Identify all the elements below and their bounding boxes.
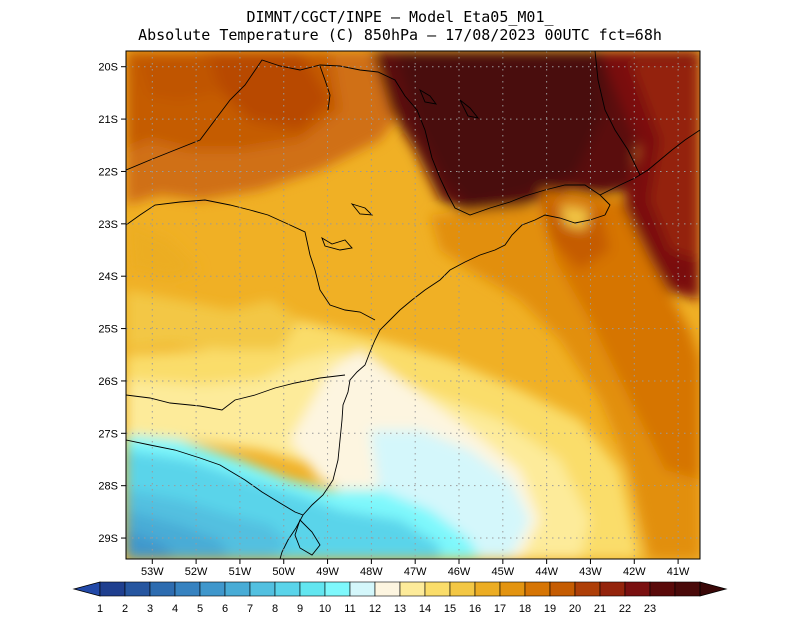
chart-subtitle: Absolute Temperature (C) 850hPa — 17/08/… <box>138 26 662 44</box>
lon-tick-label: 53W <box>141 566 164 578</box>
colorbar-label: 20 <box>569 603 581 615</box>
colorbar-swatch <box>549 581 576 597</box>
colorbar-swatch <box>574 581 601 597</box>
lon-tick-label: 44W <box>535 566 558 578</box>
state-border-sp-pr <box>126 199 376 321</box>
colorbar-label: 16 <box>469 603 481 615</box>
colorbar-swatch <box>124 581 151 597</box>
lon-tick-label: 45W <box>492 566 515 578</box>
colorbar-swatch <box>524 581 551 597</box>
colorbar-under-arrow <box>72 581 101 597</box>
lat-tick-label: 27S <box>98 428 118 440</box>
colorbar-label: 22 <box>619 603 631 615</box>
colorbar-swatch <box>299 581 326 597</box>
colorbar-swatch <box>349 581 376 597</box>
lon-tick-label: 52W <box>185 566 208 578</box>
colorbar-swatch <box>224 581 251 597</box>
lon-tick-label: 48W <box>360 566 383 578</box>
colorbar-label: 8 <box>272 603 278 615</box>
colorbar-label: 14 <box>419 603 431 615</box>
reservoir-lake <box>321 236 353 251</box>
lat-tick-label: 28S <box>98 481 118 493</box>
lagoon-patos <box>294 519 321 556</box>
colorbar: 1 2 3 4 5 6 7 8 9 10 11 12 13 14 15 16 17 18 19 20 21 22 23 <box>72 581 728 615</box>
state-border-mg-es <box>594 51 641 176</box>
lat-tick-label: 21S <box>98 114 118 126</box>
colorbar-label: 9 <box>297 603 303 615</box>
lon-tick-label: 49W <box>316 566 339 578</box>
lat-tick-label: 22S <box>98 166 118 178</box>
state-border-pr-sc <box>126 374 346 411</box>
lon-tick-label: 42W <box>623 566 646 578</box>
latitude-axis: 20S 21S 22S 23S 24S 25S 26S 27S 28S 29S <box>98 62 126 545</box>
lon-tick-label: 51W <box>229 566 252 578</box>
state-border-rj-es <box>599 129 700 196</box>
state-border-sc-rs <box>126 439 304 516</box>
colorbar-label: 23 <box>644 603 656 615</box>
longitude-axis: 53W 52W 51W 50W 49W 48W 47W 46W 45W 44W 43W 42W 41W <box>141 559 690 578</box>
colorbar-swatch <box>499 581 526 597</box>
lon-tick-label: 46W <box>448 566 471 578</box>
lat-tick-label: 24S <box>98 271 118 283</box>
colorbar-label: 12 <box>369 603 381 615</box>
colorbar-swatch <box>249 581 276 597</box>
colorbar-swatch <box>474 581 501 597</box>
colorbar-swatch <box>674 581 701 597</box>
lon-tick-label: 50W <box>272 566 295 578</box>
colorbar-label: 13 <box>394 603 406 615</box>
reservoir-lake-2 <box>350 203 374 216</box>
colorbar-swatch <box>449 581 476 597</box>
lon-tick-label: 43W <box>579 566 602 578</box>
colorbar-label: 18 <box>519 603 531 615</box>
colorbar-label: 4 <box>172 603 178 615</box>
colorbar-label: 11 <box>344 603 355 615</box>
map-frame <box>125 50 701 560</box>
colorbar-over-arrow <box>699 581 728 597</box>
colorbar-label: 7 <box>247 603 253 615</box>
colorbar-swatch <box>149 581 176 597</box>
lat-tick-label: 20S <box>98 62 118 74</box>
graticule <box>126 51 700 559</box>
colorbar-label: 5 <box>197 603 203 615</box>
colorbar-swatch <box>399 581 426 597</box>
lat-tick-label: 23S <box>98 219 118 231</box>
chart-title: DIMNT/CGCT/INPE — Model Eta05_M01_ <box>246 8 554 26</box>
colorbar-label: 3 <box>147 603 153 615</box>
state-border-mg <box>126 59 611 216</box>
colorbar-label: 21 <box>594 603 606 615</box>
colorbar-swatch <box>624 581 651 597</box>
colorbar-label: 2 <box>122 603 128 615</box>
colorbar-swatch <box>374 581 401 597</box>
lat-tick-label: 26S <box>98 376 118 388</box>
colorbar-label: 6 <box>222 603 228 615</box>
colorbar-swatch <box>174 581 201 597</box>
reservoir-lake-4 <box>459 99 480 119</box>
colorbar-swatch <box>99 581 126 597</box>
colorbar-swatch <box>424 581 451 597</box>
lon-tick-label: 41W <box>667 566 690 578</box>
political-borders <box>126 51 700 559</box>
colorbar-swatch <box>199 581 226 597</box>
colorbar-swatch <box>649 581 676 597</box>
coastline <box>279 214 606 559</box>
colorbar-label: 10 <box>319 603 331 615</box>
colorbar-swatch <box>274 581 301 597</box>
colorbar-swatch <box>599 581 626 597</box>
lat-tick-label: 29S <box>98 533 118 545</box>
lon-tick-label: 47W <box>404 566 427 578</box>
colorbar-swatch <box>324 581 351 597</box>
lat-tick-label: 25S <box>98 324 118 336</box>
colorbar-label: 15 <box>444 603 456 615</box>
colorbar-label: 19 <box>544 603 556 615</box>
colorbar-label: 17 <box>494 603 506 615</box>
colorbar-label: 1 <box>97 603 103 615</box>
reservoir-lake-3 <box>419 88 438 105</box>
